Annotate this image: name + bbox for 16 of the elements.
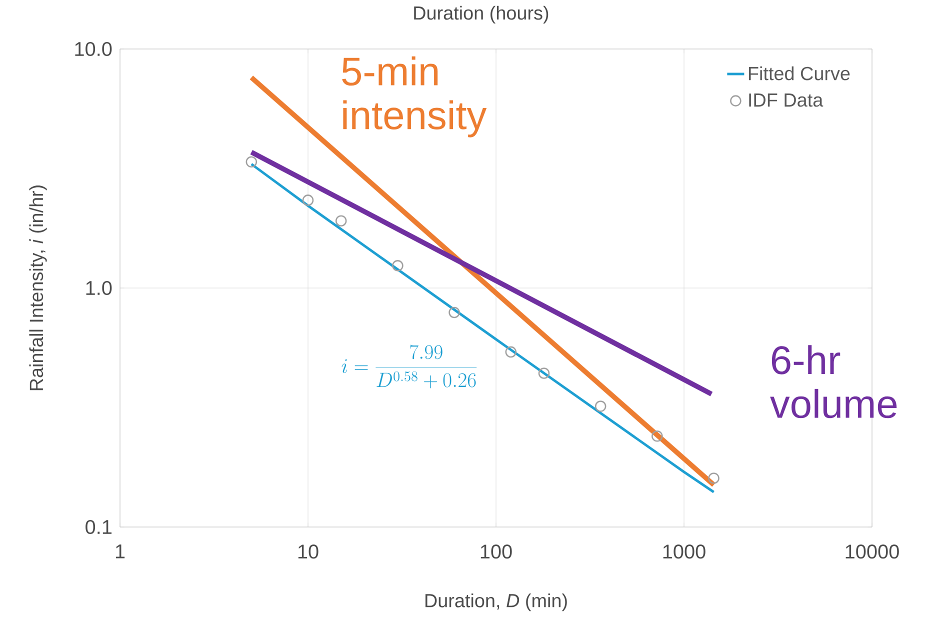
series-label: 6-hr volume xyxy=(770,345,897,418)
legend-label: IDF Data xyxy=(749,94,824,107)
x-tick-label: 100 xyxy=(480,544,512,559)
x-axis-title: Duration, D (min) xyxy=(426,593,567,612)
y-tick-label: 1.0 xyxy=(86,280,112,296)
x-tick-label: 10 xyxy=(298,544,318,559)
y-axis-title: Rainfall Intensity, i (in/hr) xyxy=(29,186,47,390)
legend-label: Fitted Curve xyxy=(748,66,850,80)
annotation: $i = \frac{7.99}{D^{0.58} + 0.26}$ xyxy=(342,344,477,388)
series-label: 5-min intensity xyxy=(342,56,487,138)
x-tick-label: 1 xyxy=(116,544,125,558)
x-tick-label: 1000 xyxy=(663,544,706,559)
x-tick-label: 10000 xyxy=(846,544,899,559)
y-tick-label: 0.1 xyxy=(86,520,112,534)
x2-axis-title: Duration (hours) xyxy=(414,6,548,24)
y-tick-label: 10.0 xyxy=(75,42,112,56)
